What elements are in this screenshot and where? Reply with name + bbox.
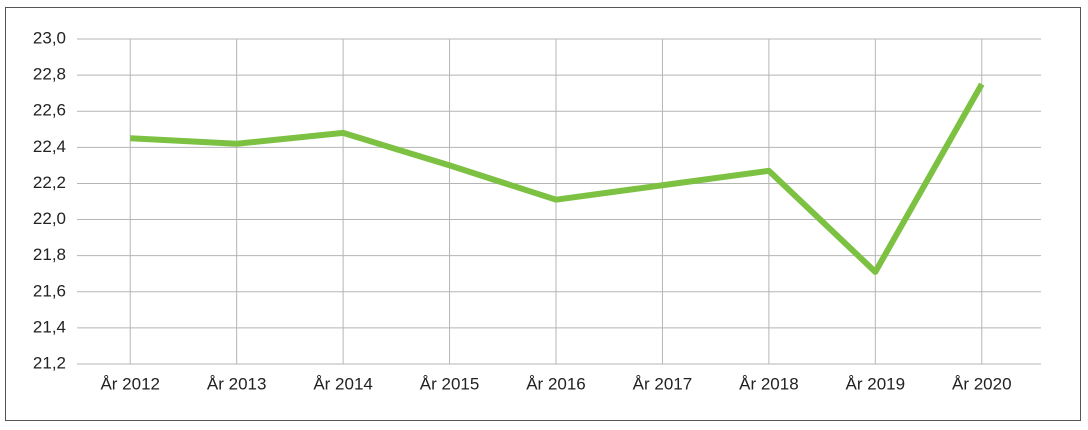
y-tick-label: 22,8: [33, 65, 66, 84]
data-line: [130, 82, 985, 275]
y-tick-label: 21,6: [33, 281, 66, 300]
y-tick-label: 22,2: [33, 173, 66, 192]
y-tick-label: 23,0: [33, 28, 66, 47]
y-tick-label: 21,4: [33, 317, 66, 336]
x-tick-label: År 2019: [846, 374, 906, 393]
x-tick-label: År 2014: [313, 374, 373, 393]
x-tick-label: År 2015: [420, 374, 480, 393]
y-tick-label: 21,2: [33, 353, 66, 372]
x-tick-label: År 2018: [739, 374, 799, 393]
x-tick-label: År 2013: [207, 374, 267, 393]
y-tick-label: 22,6: [33, 101, 66, 120]
x-tick-label: År 2017: [633, 374, 693, 393]
x-tick-label: År 2012: [100, 374, 160, 393]
chart-frame: [5, 7, 1081, 421]
x-tick-label: År 2020: [952, 374, 1012, 393]
x-tick-label: År 2016: [526, 374, 586, 393]
y-tick-label: 22,0: [33, 209, 66, 228]
y-tick-label: 22,4: [33, 137, 66, 156]
y-tick-label: 21,8: [33, 245, 66, 264]
